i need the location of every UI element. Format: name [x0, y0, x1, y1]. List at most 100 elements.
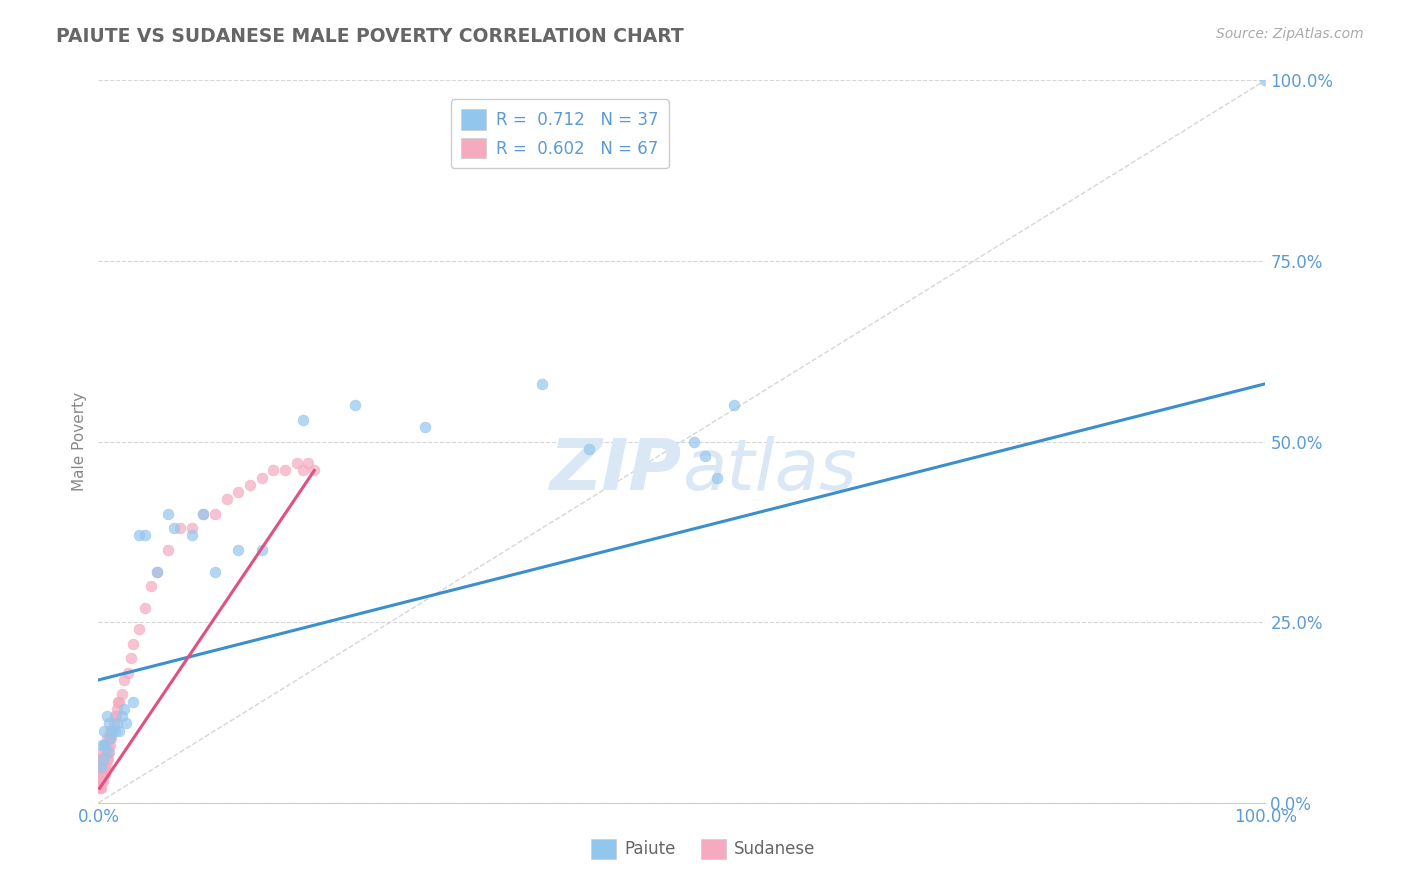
Point — [103, 716, 125, 731]
Point — [93, 752, 115, 766]
Legend: R =  0.712   N = 37, R =  0.602   N = 67: R = 0.712 N = 37, R = 0.602 N = 67 — [451, 99, 668, 169]
Point — [146, 565, 169, 579]
Point — [180, 521, 202, 535]
Point — [98, 731, 121, 745]
Point — [89, 767, 111, 781]
Point — [100, 731, 122, 745]
Text: PAIUTE VS SUDANESE MALE POVERTY CORRELATION CHART: PAIUTE VS SUDANESE MALE POVERTY CORRELAT… — [56, 27, 683, 45]
Text: ZIP: ZIP — [550, 436, 682, 505]
Point — [93, 723, 115, 738]
Point — [89, 760, 111, 774]
Point — [204, 507, 226, 521]
Point — [250, 470, 273, 484]
Point — [169, 521, 191, 535]
Point — [97, 738, 120, 752]
Point — [285, 456, 308, 470]
Point — [1254, 73, 1277, 87]
Point — [90, 767, 112, 781]
Point — [94, 767, 117, 781]
Point — [90, 760, 112, 774]
Point — [122, 637, 145, 651]
Point — [115, 716, 138, 731]
Point — [101, 723, 124, 738]
Point — [90, 752, 112, 766]
Point — [134, 528, 156, 542]
Point — [193, 507, 215, 521]
Point — [120, 651, 142, 665]
Point — [111, 687, 134, 701]
Legend: Paiute, Sudanese: Paiute, Sudanese — [583, 832, 823, 866]
Point — [215, 492, 238, 507]
Point — [530, 376, 553, 391]
Y-axis label: Male Poverty: Male Poverty — [72, 392, 87, 491]
Point — [180, 528, 202, 542]
Point — [89, 774, 111, 789]
Point — [304, 463, 326, 477]
Point — [96, 731, 118, 745]
Point — [108, 723, 131, 738]
Point — [723, 398, 745, 412]
Point — [90, 738, 112, 752]
Point — [104, 723, 127, 738]
Point — [90, 760, 112, 774]
Point — [117, 665, 139, 680]
Point — [89, 781, 111, 796]
Point — [91, 767, 114, 781]
Point — [97, 745, 120, 759]
Point — [104, 709, 127, 723]
Point — [104, 709, 127, 723]
Point — [157, 542, 180, 557]
Point — [96, 752, 118, 766]
Point — [94, 760, 117, 774]
Point — [96, 709, 118, 723]
Point — [97, 716, 120, 731]
Point — [105, 716, 128, 731]
Point — [146, 565, 169, 579]
Point — [90, 781, 112, 796]
Point — [90, 745, 112, 759]
Point — [91, 752, 114, 766]
Point — [97, 731, 120, 745]
Point — [105, 702, 128, 716]
Point — [101, 723, 124, 738]
Text: atlas: atlas — [682, 436, 856, 505]
Point — [157, 507, 180, 521]
Point — [112, 673, 135, 687]
Point — [97, 752, 120, 766]
Point — [93, 760, 115, 774]
Point — [139, 579, 162, 593]
Point — [98, 723, 121, 738]
Point — [108, 695, 131, 709]
Point — [97, 745, 120, 759]
Point — [93, 767, 115, 781]
Point — [250, 542, 273, 557]
Point — [94, 738, 117, 752]
Point — [228, 485, 250, 500]
Point — [91, 760, 114, 774]
Point — [90, 752, 112, 766]
Point — [134, 600, 156, 615]
Point — [94, 738, 117, 752]
Point — [90, 767, 112, 781]
Point — [90, 774, 112, 789]
Point — [98, 738, 121, 752]
Point — [90, 760, 112, 774]
Point — [578, 442, 600, 456]
Point — [193, 507, 215, 521]
Point — [111, 709, 134, 723]
Point — [291, 463, 314, 477]
Point — [274, 463, 297, 477]
Point — [695, 449, 717, 463]
Point — [413, 420, 436, 434]
Point — [128, 623, 150, 637]
Text: Source: ZipAtlas.com: Source: ZipAtlas.com — [1216, 27, 1364, 41]
Point — [706, 470, 728, 484]
Point — [94, 745, 117, 759]
Point — [228, 542, 250, 557]
Point — [291, 413, 314, 427]
Point — [262, 463, 284, 477]
Point — [93, 738, 115, 752]
Point — [682, 434, 704, 449]
Point — [90, 774, 112, 789]
Point — [163, 521, 186, 535]
